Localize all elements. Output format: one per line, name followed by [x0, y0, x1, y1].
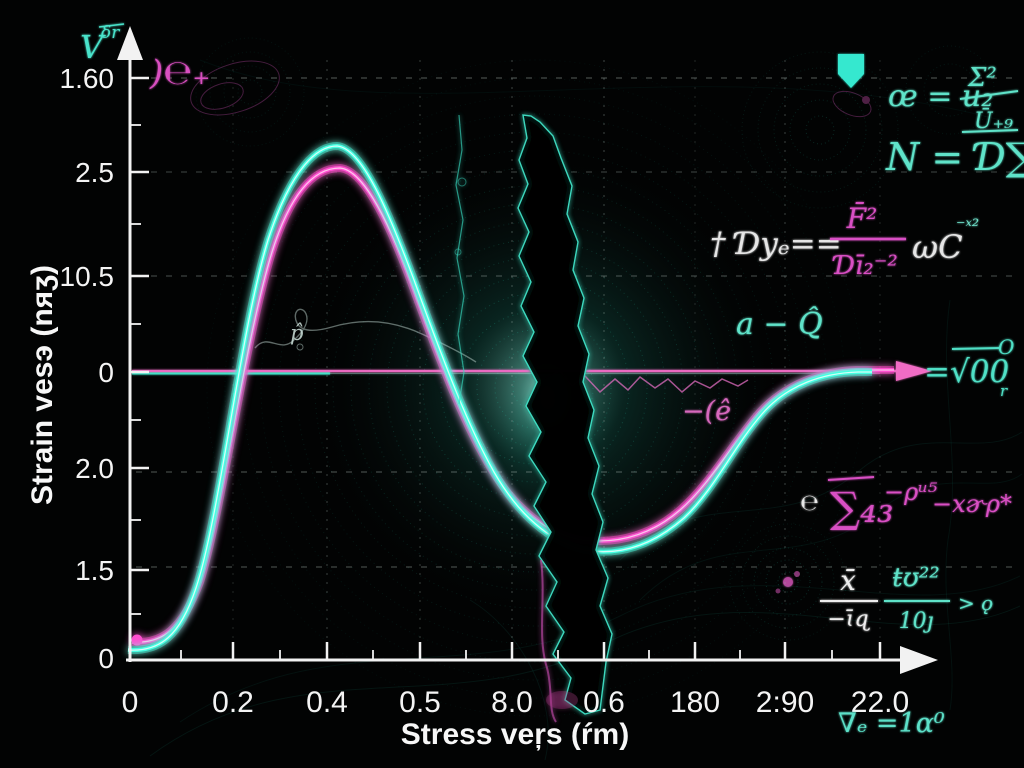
y-ticks	[130, 76, 149, 615]
x-tick-label: 0.2	[212, 686, 254, 719]
pink-swirls-top	[190, 60, 872, 118]
equation-minus-e: −(ê	[682, 396, 731, 427]
equation-a-q: a − Q̂	[736, 307, 823, 342]
y-top-symbol-base: V	[80, 28, 106, 66]
eq3-denominator: Ɗī₂⁻²	[832, 251, 898, 281]
eq5-body: =√00	[924, 354, 1009, 390]
crack-spike	[455, 114, 465, 405]
equation-top-1: œ = ū₂ Σ² Ū₊₉	[888, 63, 1019, 134]
wave-textures	[149, 59, 1023, 761]
equation-bottom-right: ∇ₑ =1α⁰	[838, 708, 945, 739]
y-tick-label: 10.5	[60, 261, 115, 292]
equation-sum: ℮ ∑₄₃ −ρᵘ⁵ −xɚρ*	[800, 476, 1012, 532]
axes	[117, 26, 938, 674]
x-tick-label: 8.0	[491, 686, 533, 719]
x-tick-label: 0	[122, 686, 139, 719]
y-tick-label: 1.60	[60, 63, 115, 94]
spiral-rings-top-right	[741, 45, 995, 209]
x-tick-labels: 0 0.2 0.4 0.5 8.0 0.6 180 2:90 22.0	[122, 686, 910, 719]
eq8-tail: > ǫ	[958, 591, 993, 615]
y-axis-arrowhead	[117, 26, 143, 60]
x-tick-label: 0.6	[583, 686, 625, 719]
y-tick-label: 0	[98, 643, 114, 674]
x-tick-label: 2:90	[756, 686, 814, 719]
cyan-curve	[127, 141, 872, 655]
eq3-lhs: † Ɗyₑ==	[710, 226, 842, 262]
eq8-num: x̄	[840, 564, 856, 597]
eq3-sup: ⁻ˣ²	[956, 216, 979, 237]
zero-line	[132, 361, 932, 381]
x-tick-label: 0.4	[306, 686, 348, 719]
crack-feature	[454, 114, 613, 723]
spiral-rings-top-left	[195, 37, 305, 147]
galaxy-bottom-right	[729, 523, 847, 641]
x-axis-title: Stress veŗs (ŕm)	[401, 718, 629, 751]
x-axis-arrowhead	[900, 646, 938, 674]
eq5-sup: O	[998, 335, 1014, 359]
eq7-prefix: ℮	[800, 491, 819, 516]
top-pink-glyph: )℮₊	[149, 53, 210, 93]
y-tick-labels: 1.60 2.5 10.5 0 2.0 1.5 0	[60, 63, 115, 674]
y-axis-top-symbol: V δr	[80, 23, 125, 66]
eq2-text: N = Ɗ∑	[885, 135, 1024, 179]
equation-top-2: N = Ɗ∑	[885, 129, 1024, 179]
y-top-symbol-sup: δr	[101, 23, 120, 43]
eq1-numerator: Σ²	[967, 63, 997, 93]
x-tick-label: 22.0	[851, 686, 909, 719]
v-gridlines	[232, 60, 881, 658]
equation-root: =√00 O r	[924, 335, 1014, 400]
eq8-den2: 10ȷ	[899, 609, 934, 634]
x-tick-label: 180	[670, 686, 720, 719]
gray-squiggle: p̂	[254, 308, 477, 363]
x-tick-label: 0.5	[399, 686, 441, 719]
eq3-numerator: F̄²	[846, 201, 878, 235]
equation-fractions: x̄ −ɩ̄ɋ ŧʊ²² 10ȷ > ǫ	[820, 563, 993, 634]
y-tick-label: 1.5	[75, 555, 114, 586]
eq7-term1: −ρᵘ⁵	[884, 478, 938, 506]
eq8-num2: ŧʊ²²	[892, 563, 939, 593]
y-axis-title: Strain vesэ (nяʒ)	[26, 265, 59, 505]
x-ticks	[180, 642, 882, 660]
eq8-den: −ɩ̄ɋ	[827, 607, 870, 632]
marker-pin-icon	[838, 54, 864, 88]
y-tick-label: 2.5	[75, 157, 114, 188]
equation-mid: † Ɗyₑ== F̄² Ɗī₂⁻² ωC ⁻ˣ²	[710, 201, 979, 281]
eq5-sub: r	[1000, 382, 1008, 400]
zero-line-arrowhead	[896, 361, 932, 381]
squiggle-label: p̂	[290, 321, 303, 345]
eq3-rhs: ωC	[912, 228, 963, 266]
magenta-start-dot	[131, 634, 143, 646]
y-tick-label: 0	[98, 357, 114, 388]
y-tick-label: 2.0	[75, 453, 114, 484]
eq7-sum: ∑₄₃	[830, 483, 894, 532]
eq7-term2: −xɚρ*	[932, 490, 1012, 518]
